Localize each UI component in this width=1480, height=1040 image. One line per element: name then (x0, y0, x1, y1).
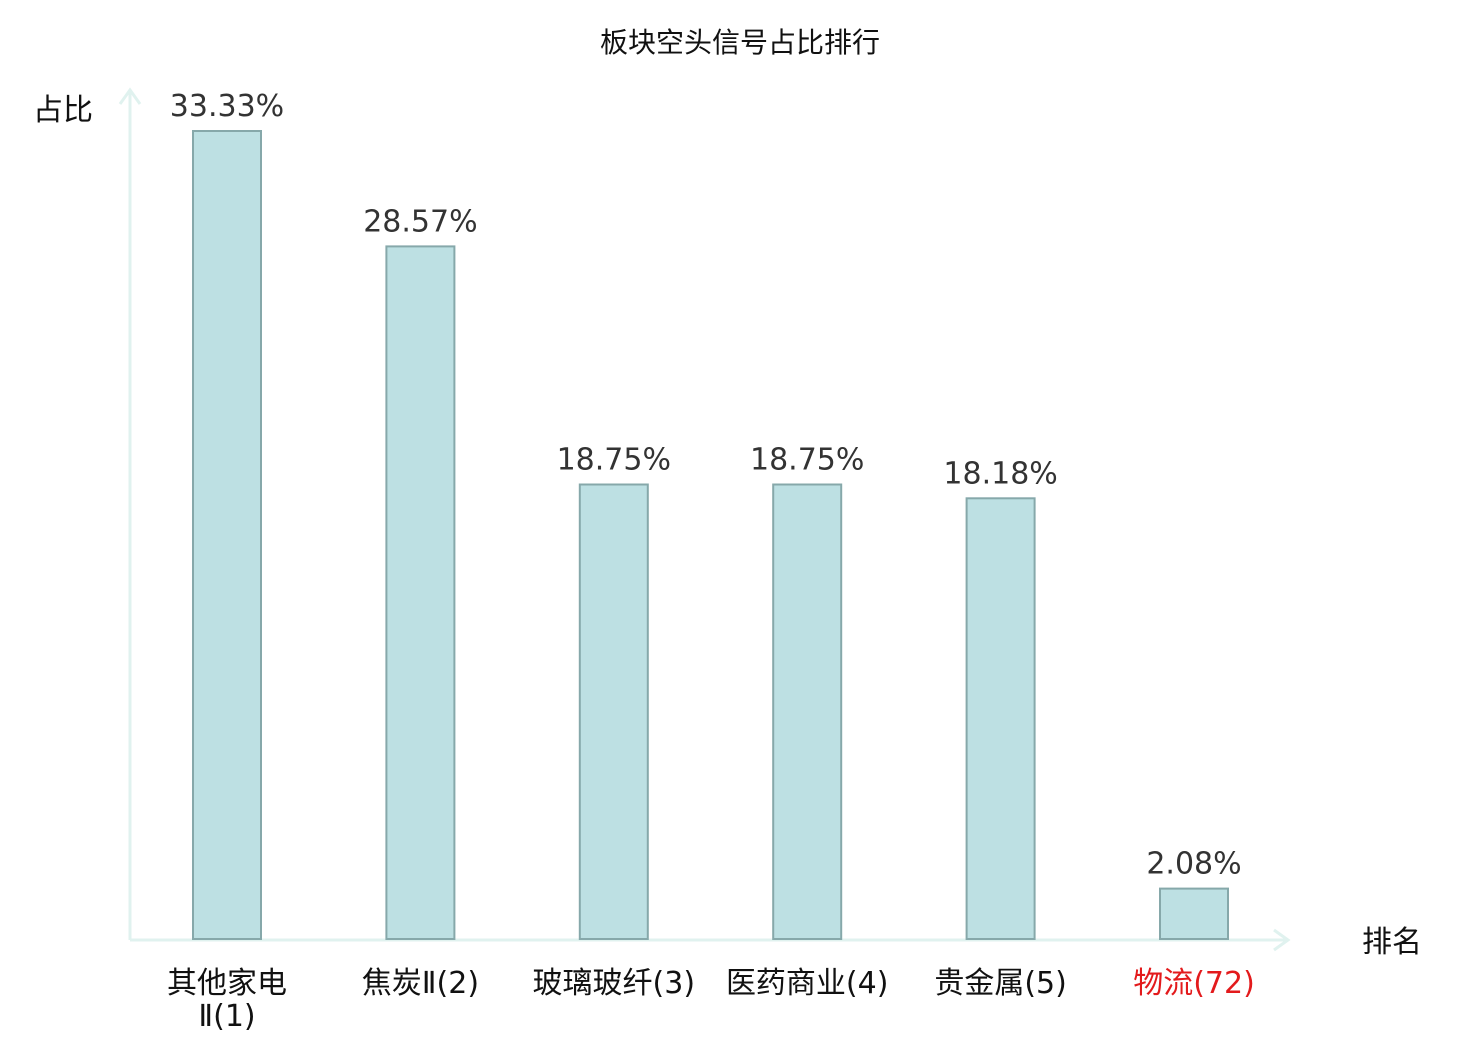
category-label-5: 贵金属(5) (934, 966, 1067, 1001)
category-label-4: 医药商业(4) (726, 966, 889, 1001)
bar-4 (772, 483, 843, 940)
category-label-2: 焦炭Ⅱ(2) (362, 966, 479, 1001)
value-label-4: 18.75% (750, 443, 864, 478)
bar-2 (385, 245, 456, 940)
bar-6 (1159, 887, 1229, 940)
x-axis-arrow (1273, 928, 1291, 952)
category-label-1-line-2: Ⅱ(1) (198, 999, 255, 1034)
bar-1 (192, 130, 262, 940)
value-label-5: 18.18% (943, 456, 1057, 491)
y-axis-label: 占比 (33, 93, 93, 128)
y-axis-arrow (118, 87, 142, 105)
value-label-1: 33.33% (170, 89, 284, 124)
x-axis-label: 排名 (1362, 925, 1422, 960)
category-label-6: 物流(72) (1133, 966, 1255, 1001)
chart-title: 板块空头信号占比排行 (600, 26, 880, 59)
bars-group (192, 130, 1229, 940)
bar-5 (965, 497, 1036, 940)
category-label-3: 玻璃玻纤(3) (533, 966, 696, 1001)
value-label-2: 28.57% (363, 204, 477, 239)
value-label-3: 18.75% (557, 443, 671, 478)
category-label-1-line-1: 其他家电 (167, 966, 287, 1001)
bar-3 (578, 483, 649, 940)
value-label-6: 2.08% (1146, 847, 1241, 882)
value-labels-group: 33.33% 28.57% 18.75% 18.75% 18.18% 2.08% (170, 89, 1242, 882)
